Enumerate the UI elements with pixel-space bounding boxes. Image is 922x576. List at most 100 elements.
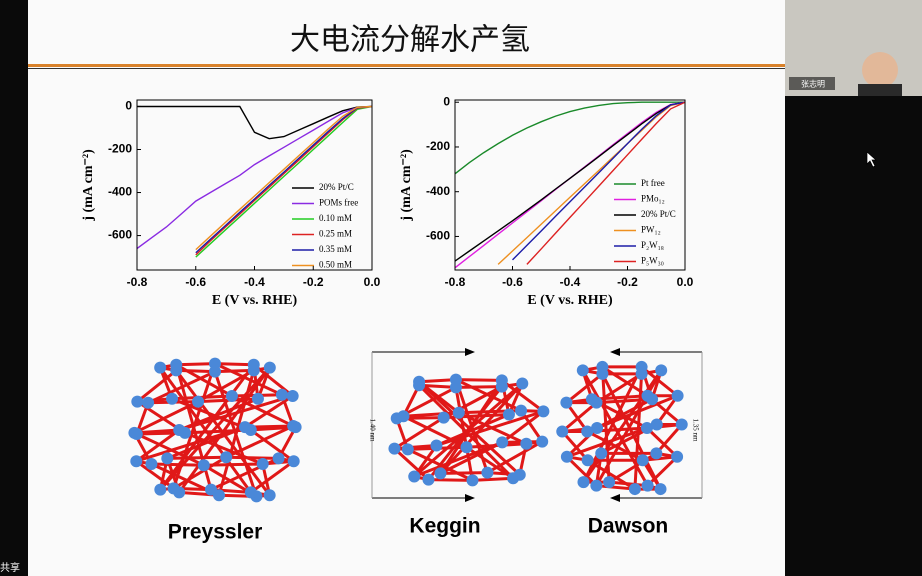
y-axis-label: j (mA cm⁻²) xyxy=(81,149,96,222)
atom xyxy=(247,358,260,371)
atom xyxy=(537,405,550,418)
atom xyxy=(466,474,479,487)
slide-title: 大电流分解水产氢 xyxy=(290,23,530,58)
participant-body xyxy=(858,84,902,96)
atom xyxy=(154,361,167,374)
x-tick-label: -0.6 xyxy=(502,275,523,289)
atom xyxy=(154,483,167,496)
bond xyxy=(226,455,279,460)
atom xyxy=(434,467,447,480)
atom xyxy=(671,389,684,402)
bond xyxy=(428,478,473,482)
arrow-head xyxy=(465,348,475,356)
atom xyxy=(225,389,238,402)
atom xyxy=(516,377,529,390)
atom xyxy=(130,455,143,468)
atom xyxy=(513,468,526,481)
bond xyxy=(454,387,474,481)
atom xyxy=(515,404,528,417)
series-line xyxy=(455,101,685,262)
bond xyxy=(455,385,502,389)
legend-label: 0.35 mM xyxy=(319,244,352,254)
bond xyxy=(214,362,254,367)
atom xyxy=(481,466,494,479)
x-tick-label: 0.0 xyxy=(364,275,381,289)
series-line xyxy=(497,101,685,265)
series-line xyxy=(195,105,372,254)
bond xyxy=(244,394,294,429)
atom xyxy=(536,435,549,448)
bond xyxy=(440,471,488,475)
bond xyxy=(646,455,679,487)
arrow-head xyxy=(610,348,620,356)
x-tick-label: -0.2 xyxy=(303,275,324,289)
bond xyxy=(591,394,648,401)
atom xyxy=(576,364,589,377)
atom xyxy=(272,452,285,465)
atom xyxy=(388,442,401,455)
series-line xyxy=(137,105,372,250)
atom xyxy=(495,374,508,387)
atom xyxy=(205,483,218,496)
atom xyxy=(628,483,641,496)
bond xyxy=(418,378,457,384)
atom xyxy=(401,443,414,456)
atom xyxy=(460,441,473,454)
atom xyxy=(655,364,668,377)
atom xyxy=(263,361,276,374)
bond xyxy=(633,373,644,490)
atom xyxy=(286,389,299,402)
bond xyxy=(645,426,679,458)
bond xyxy=(565,372,604,404)
bond xyxy=(581,369,649,487)
atom xyxy=(244,486,257,499)
legend-label: 20% Pt/C xyxy=(319,182,354,192)
bond xyxy=(136,369,178,403)
name-badge xyxy=(789,77,835,90)
atom xyxy=(130,428,143,440)
atom xyxy=(287,455,300,468)
size-label: 1.40 nm xyxy=(368,419,376,443)
bond xyxy=(172,455,227,490)
atom xyxy=(449,373,462,386)
atom xyxy=(145,458,158,471)
atom xyxy=(585,393,598,406)
bond xyxy=(159,366,271,491)
atom xyxy=(287,420,300,432)
bond xyxy=(600,366,611,483)
series-line xyxy=(455,101,685,175)
title-rule xyxy=(28,64,785,67)
atom xyxy=(556,425,569,438)
legend-label: P₂W₁₈ xyxy=(641,240,664,250)
series-line xyxy=(195,105,372,258)
bond xyxy=(439,382,524,475)
atom xyxy=(131,395,144,408)
bond xyxy=(561,430,589,462)
atom xyxy=(263,489,276,502)
bond xyxy=(214,362,283,397)
bond xyxy=(608,480,648,488)
atom xyxy=(167,482,180,495)
atom xyxy=(251,392,264,405)
series-line xyxy=(137,105,372,140)
atom xyxy=(636,454,649,467)
atom xyxy=(209,357,221,370)
sharing-label[interactable]: 共享 xyxy=(0,561,20,574)
atom xyxy=(256,458,269,471)
atom xyxy=(502,408,515,421)
bond xyxy=(249,428,295,463)
atom xyxy=(590,479,603,492)
x-axis-label: E (V vs. RHE) xyxy=(527,293,613,308)
atom xyxy=(650,447,663,460)
slide xyxy=(28,0,785,576)
structure-label: Keggin xyxy=(409,515,480,538)
atom xyxy=(560,450,573,463)
atom xyxy=(560,396,573,409)
atom xyxy=(197,459,210,472)
y-tick-label: 0 xyxy=(125,99,132,113)
bond xyxy=(472,476,514,482)
atom xyxy=(640,422,653,434)
atom xyxy=(430,439,443,452)
atom xyxy=(603,476,616,489)
bond xyxy=(582,366,643,483)
